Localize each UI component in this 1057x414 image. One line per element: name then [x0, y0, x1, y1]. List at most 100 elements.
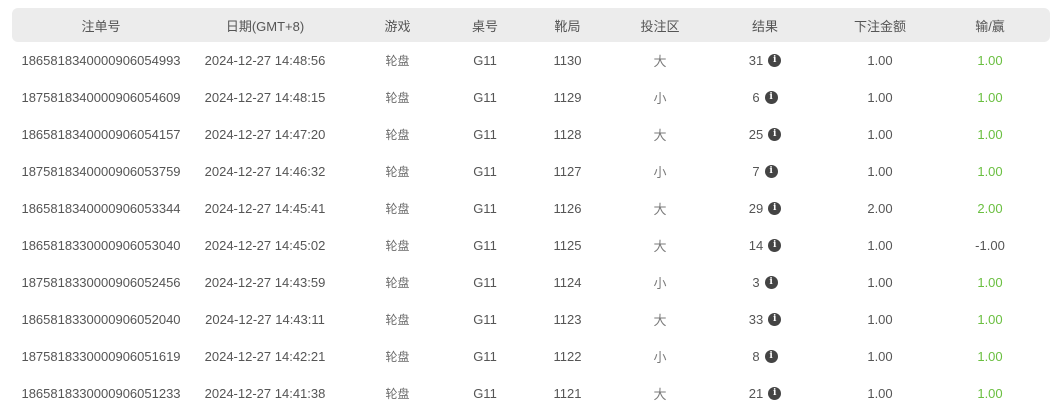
column-header-table-no: 桌号 — [471, 18, 498, 34]
cell-game: 轮盘 — [385, 313, 410, 327]
column-header-result: 结果 — [751, 18, 778, 34]
cell-game: 轮盘 — [385, 54, 410, 68]
cell-result: 33 i — [700, 312, 830, 327]
cell-shoe-round: 1130 — [553, 53, 582, 68]
cell-shoe-round: 1129 — [553, 90, 582, 105]
cell-bet-area: 大 — [653, 387, 667, 402]
cell-bet-area: 小 — [653, 165, 667, 180]
info-icon[interactable]: i — [768, 313, 782, 326]
cell-order-id: 1865818330000906051233 — [21, 386, 181, 401]
info-icon[interactable]: i — [764, 165, 778, 178]
info-icon[interactable]: i — [768, 202, 782, 215]
cell-game: 轮盘 — [385, 165, 410, 179]
cell-datetime: 2024-12-27 14:48:15 — [204, 90, 326, 105]
cell-bet-amount: 1.00 — [867, 275, 893, 290]
column-header-win-loss: 输/赢 — [975, 18, 1005, 34]
cell-order-id: 1865818330000906053040 — [21, 238, 181, 253]
info-icon[interactable]: i — [768, 128, 782, 141]
info-icon[interactable]: i — [764, 91, 778, 104]
cell-table-no: G11 — [473, 90, 497, 105]
info-icon[interactable]: i — [768, 387, 782, 400]
info-icon[interactable]: i — [768, 239, 782, 252]
result-value: 3 — [752, 275, 760, 290]
cell-datetime: 2024-12-27 14:45:41 — [204, 201, 326, 216]
cell-datetime: 2024-12-27 14:43:59 — [204, 275, 326, 290]
result-value: 33 — [748, 312, 764, 327]
cell-result: 14 i — [700, 238, 830, 253]
cell-datetime: 2024-12-27 14:41:38 — [204, 386, 326, 401]
cell-result: 29 i — [700, 201, 830, 216]
cell-shoe-round: 1128 — [553, 127, 582, 142]
cell-table-no: G11 — [473, 312, 497, 327]
cell-bet-amount: 2.00 — [867, 201, 893, 216]
cell-datetime: 2024-12-27 14:47:20 — [204, 127, 326, 142]
cell-datetime: 2024-12-27 14:46:32 — [204, 164, 326, 179]
cell-win-loss: 1.00 — [977, 275, 1003, 290]
cell-order-id: 1875818330000906051619 — [21, 349, 181, 364]
cell-result: 25 i — [700, 127, 830, 142]
result-value: 25 — [748, 127, 764, 142]
cell-game: 轮盘 — [385, 387, 410, 401]
cell-order-id: 1875818340000906054609 — [21, 90, 181, 105]
cell-win-loss: 1.00 — [977, 53, 1003, 68]
cell-game: 轮盘 — [385, 239, 410, 253]
cell-game: 轮盘 — [385, 350, 410, 364]
cell-game: 轮盘 — [385, 202, 410, 216]
result-value: 21 — [748, 386, 764, 401]
cell-bet-amount: 1.00 — [867, 127, 893, 142]
cell-table-no: G11 — [473, 275, 497, 290]
table-row: 1875818340000906053759 2024-12-27 14:46:… — [12, 153, 1050, 190]
cell-table-no: G11 — [473, 53, 497, 68]
cell-bet-amount: 1.00 — [867, 386, 893, 401]
table-row: 1865818330000906052040 2024-12-27 14:43:… — [12, 301, 1050, 338]
cell-bet-area: 大 — [653, 54, 667, 69]
cell-table-no: G11 — [473, 127, 497, 142]
cell-table-no: G11 — [473, 238, 497, 253]
cell-bet-amount: 1.00 — [867, 349, 893, 364]
result-value: 8 — [752, 349, 760, 364]
table-row: 1865818340000906053344 2024-12-27 14:45:… — [12, 190, 1050, 227]
result-value: 31 — [748, 53, 764, 68]
cell-win-loss: -1.00 — [975, 238, 1005, 253]
info-icon[interactable]: i — [764, 350, 778, 363]
cell-result: 3 i — [700, 275, 830, 290]
cell-shoe-round: 1123 — [553, 312, 582, 327]
info-icon[interactable]: i — [764, 276, 778, 289]
cell-table-no: G11 — [473, 386, 497, 401]
column-header-shoe-round: 靴局 — [554, 18, 581, 34]
column-header-bet-amount: 下注金额 — [853, 18, 906, 34]
cell-bet-area: 大 — [653, 239, 667, 254]
cell-table-no: G11 — [473, 349, 497, 364]
cell-shoe-round: 1126 — [553, 201, 582, 216]
info-icon[interactable]: i — [768, 54, 782, 67]
cell-bet-area: 大 — [653, 202, 667, 217]
table-row: 1865818330000906053040 2024-12-27 14:45:… — [12, 227, 1050, 264]
cell-datetime: 2024-12-27 14:42:21 — [204, 349, 326, 364]
cell-result: 6 i — [700, 90, 830, 105]
cell-win-loss: 1.00 — [977, 349, 1003, 364]
column-header-order-id: 注单号 — [81, 18, 121, 34]
table-body: 1865818340000906054993 2024-12-27 14:48:… — [12, 42, 1050, 412]
cell-order-id: 1865818340000906053344 — [21, 201, 181, 216]
cell-datetime: 2024-12-27 14:45:02 — [204, 238, 326, 253]
cell-result: 21 i — [700, 386, 830, 401]
result-value: 14 — [748, 238, 764, 253]
cell-shoe-round: 1121 — [553, 386, 582, 401]
column-header-game: 游戏 — [384, 18, 411, 34]
cell-win-loss: 1.00 — [977, 386, 1003, 401]
column-header-bet-area: 投注区 — [640, 18, 680, 34]
table-row: 1875818330000906051619 2024-12-27 14:42:… — [12, 338, 1050, 375]
table-row: 1865818340000906054157 2024-12-27 14:47:… — [12, 116, 1050, 153]
column-header-datetime: 日期(GMT+8) — [225, 18, 305, 34]
cell-bet-amount: 1.00 — [867, 53, 893, 68]
cell-shoe-round: 1127 — [553, 164, 582, 179]
cell-order-id: 1865818330000906052040 — [21, 312, 181, 327]
cell-game: 轮盘 — [385, 128, 410, 142]
cell-shoe-round: 1122 — [553, 349, 582, 364]
table-row: 1875818340000906054609 2024-12-27 14:48:… — [12, 79, 1050, 116]
bet-records-table: 注单号 日期(GMT+8) 游戏 桌号 靴局 投注区 结果 下注金额 输/赢 1… — [12, 8, 1050, 412]
cell-bet-area: 小 — [653, 91, 667, 106]
result-value: 29 — [748, 201, 764, 216]
cell-shoe-round: 1125 — [553, 238, 582, 253]
cell-order-id: 1875818330000906052456 — [21, 275, 181, 290]
